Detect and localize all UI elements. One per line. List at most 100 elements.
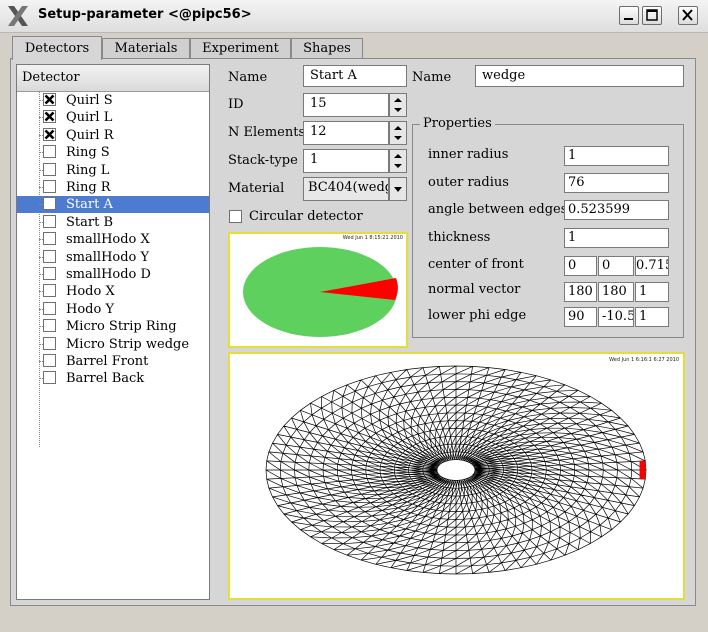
tree-item[interactable]: Quirl R xyxy=(17,127,209,144)
tree-item[interactable]: Ring S xyxy=(17,144,209,161)
tree-item-label: smallHodo D xyxy=(66,267,151,282)
tree-item-checkbox[interactable] xyxy=(43,127,56,141)
tree-item[interactable]: Start A xyxy=(17,196,209,214)
tree-item[interactable]: Quirl S xyxy=(17,92,209,109)
tree-item-checkbox[interactable] xyxy=(43,93,56,106)
tree-item-checkbox[interactable] xyxy=(43,301,56,315)
normal-vector-label: normal vector xyxy=(428,282,521,297)
tree-item-checkbox[interactable] xyxy=(43,197,56,211)
window-title: Setup-parameter <@pipc56> xyxy=(38,7,252,22)
tree-item[interactable]: Micro Strip Ring xyxy=(17,318,209,335)
tree-item-label: Quirl S xyxy=(66,93,113,108)
tree-item-checkbox[interactable] xyxy=(43,214,56,228)
tree-item-label: Barrel Back xyxy=(66,371,145,387)
material-label: Material xyxy=(228,181,285,196)
tree-item-checkbox[interactable] xyxy=(43,145,56,159)
shape-name-label: Name xyxy=(412,70,452,85)
small-detector-canvas[interactable]: Wed Jun 1 8:15:21 2010 xyxy=(228,232,408,348)
angle-between-edges-label: angle between edges xyxy=(428,202,568,217)
tree-item-label: Ring L xyxy=(66,162,110,178)
detector-mesh-view xyxy=(265,365,647,575)
tree-item-checkbox[interactable] xyxy=(43,249,56,263)
tab-shapes[interactable]: Shapes xyxy=(291,38,363,60)
tree-item-checkbox[interactable] xyxy=(43,232,56,246)
tree-item[interactable]: smallHodo Y xyxy=(17,249,209,266)
mesh-wireframe xyxy=(265,365,647,575)
small-canvas-timestamp: Wed Jun 1 8:15:21 2010 xyxy=(342,235,403,241)
tree-item-label: Ring R xyxy=(66,180,111,195)
name-label: Name xyxy=(228,70,268,85)
inner-radius-field[interactable]: 1 xyxy=(564,146,669,166)
tab-materials[interactable]: Materials xyxy=(102,38,190,60)
center-x-field[interactable]: 0 xyxy=(564,256,597,276)
tab-experiment[interactable]: Experiment xyxy=(190,38,291,60)
properties-title: Properties xyxy=(420,116,495,131)
n-elements-spinbox[interactable]: 12 xyxy=(303,121,389,145)
tree-item-checkbox[interactable] xyxy=(43,267,56,280)
title-bar: Setup-parameter <@pipc56> xyxy=(0,0,708,33)
tree-item-label: Hodo X xyxy=(66,284,115,300)
mesh-center-hole xyxy=(438,460,474,480)
center-z-field[interactable]: 0.715 xyxy=(635,256,669,276)
tree-item[interactable]: Quirl L xyxy=(17,109,209,126)
tree-item-checkbox[interactable] xyxy=(43,110,56,124)
tree-item[interactable]: Hodo Y xyxy=(17,301,209,318)
tree-item-checkbox[interactable] xyxy=(43,319,56,333)
large-detector-canvas[interactable]: Wed Jun 1 6:16:1 6:27 2010 xyxy=(228,352,685,600)
phi-z-field[interactable]: 1 xyxy=(635,307,669,327)
id-spin-buttons[interactable] xyxy=(389,93,407,117)
tree-item[interactable]: Barrel Back xyxy=(17,370,209,387)
tree-branch-line xyxy=(39,169,45,171)
detector-tree[interactable]: Detector Quirl S Quirl L Quirl R Ring S Ring… xyxy=(16,64,210,600)
tree-item-checkbox[interactable] xyxy=(43,336,56,350)
tree-item-label: Hodo Y xyxy=(66,301,115,317)
tree-branch-line xyxy=(39,291,45,293)
tree-item[interactable]: Start B xyxy=(17,214,209,231)
maximize-button[interactable] xyxy=(642,6,662,25)
thickness-field[interactable]: 1 xyxy=(564,228,669,248)
tree-branch-line xyxy=(39,256,45,258)
tree-item[interactable]: Hodo X xyxy=(17,283,209,300)
tree-item-checkbox[interactable] xyxy=(43,284,56,298)
tree-item[interactable]: smallHodo D xyxy=(17,266,209,283)
material-dropdown-button[interactable] xyxy=(389,177,407,201)
maximize-icon xyxy=(646,9,658,21)
tree-item[interactable]: Ring L xyxy=(17,162,209,179)
tree-header[interactable]: Detector xyxy=(17,65,209,92)
phi-y-field[interactable]: -10.5 xyxy=(598,307,634,327)
id-spinbox[interactable]: 15 xyxy=(303,93,389,117)
center-of-front-label: center of front xyxy=(428,257,524,272)
tab-detectors[interactable]: Detectors xyxy=(12,36,102,60)
outer-radius-field[interactable]: 76 xyxy=(564,173,669,193)
tree-branch-line xyxy=(39,187,45,188)
detector-name-field[interactable]: Start A xyxy=(303,65,407,87)
tree-branch-line xyxy=(39,221,45,223)
tree-branch-line xyxy=(39,117,45,119)
angle-between-edges-field[interactable]: 0.523599 xyxy=(564,200,669,220)
stack-type-spinbox[interactable]: 1 xyxy=(303,149,389,173)
material-select[interactable]: BC404(wedg xyxy=(303,177,389,201)
spin-arrows-icon xyxy=(394,126,402,140)
normal-y-field[interactable]: 180 xyxy=(598,282,634,302)
tree-item-checkbox[interactable] xyxy=(43,162,56,176)
tree-item[interactable]: Micro Strip wedge xyxy=(17,336,209,353)
close-button[interactable] xyxy=(678,6,698,25)
tree-item-checkbox[interactable] xyxy=(43,354,56,367)
thickness-label: thickness xyxy=(428,230,491,245)
phi-x-field[interactable]: 90 xyxy=(564,307,597,327)
minimize-button[interactable] xyxy=(619,6,639,25)
shape-name-field[interactable]: wedge xyxy=(475,65,684,87)
center-y-field[interactable]: 0 xyxy=(598,256,634,276)
stack-type-spin-buttons[interactable] xyxy=(389,149,407,173)
check-x-icon xyxy=(44,94,55,105)
tree-item-label: smallHodo X xyxy=(66,232,150,248)
tree-item[interactable]: smallHodo X xyxy=(17,231,209,248)
tree-item-checkbox[interactable] xyxy=(43,371,56,385)
normal-x-field[interactable]: 180 xyxy=(564,282,597,302)
normal-z-field[interactable]: 1 xyxy=(635,282,669,302)
tree-item[interactable]: Barrel Front xyxy=(17,353,209,370)
tree-item[interactable]: Ring R xyxy=(17,179,209,196)
circular-detector-checkbox[interactable] xyxy=(229,210,242,223)
tree-item-checkbox[interactable] xyxy=(43,180,56,193)
n-elements-spin-buttons[interactable] xyxy=(389,121,407,145)
